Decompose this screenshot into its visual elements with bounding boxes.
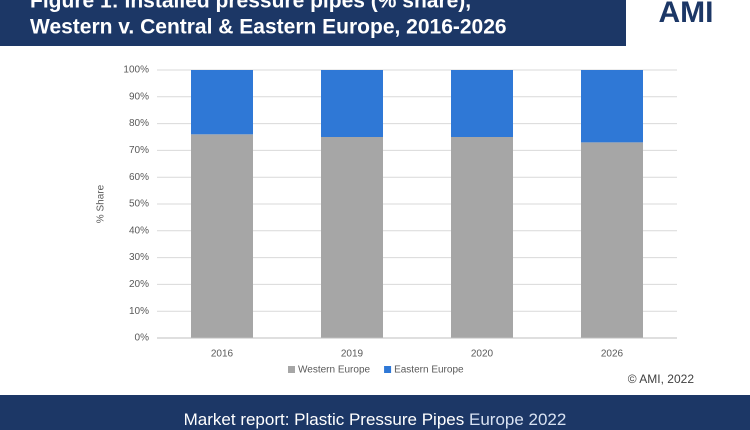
y-tick-label: 20% xyxy=(129,279,149,290)
x-tick-label: 2016 xyxy=(211,349,234,360)
x-tick-label: 2026 xyxy=(601,349,624,360)
footer-band xyxy=(0,395,750,430)
bar-segment xyxy=(451,137,513,338)
y-tick-label: 50% xyxy=(129,199,149,210)
bar-segment xyxy=(451,70,513,137)
y-tick-label: 10% xyxy=(129,306,149,317)
footer-highlight: Europe 2022 xyxy=(469,410,566,429)
bar-segment xyxy=(191,134,253,338)
y-tick-label: 60% xyxy=(129,172,149,183)
bar-segment xyxy=(321,70,383,137)
bar-segment xyxy=(581,70,643,143)
x-tick-label: 2020 xyxy=(471,349,494,360)
legend-swatch xyxy=(384,366,392,373)
logo: AMI xyxy=(659,0,714,29)
copyright: © AMI, 2022 xyxy=(628,372,695,386)
footer-main: Market report: Plastic Pressure Pipes xyxy=(184,410,465,429)
legend-swatch xyxy=(288,366,295,373)
footer-text: Market report: Plastic Pressure Pipes Eu… xyxy=(184,410,567,429)
legend-label: Eastern Europe xyxy=(394,365,464,376)
bar-segment xyxy=(581,142,643,338)
header-band xyxy=(0,0,626,46)
y-tick-label: 30% xyxy=(129,252,149,263)
legend-label: Western Europe xyxy=(298,365,371,376)
y-tick-label: 100% xyxy=(123,65,149,76)
bar-segment xyxy=(321,137,383,338)
y-tick-label: 40% xyxy=(129,225,149,236)
y-tick-label: 70% xyxy=(129,145,149,156)
x-tick-label: 2019 xyxy=(341,349,364,360)
y-axis-label: % Share xyxy=(96,184,107,223)
y-tick-label: 80% xyxy=(129,118,149,129)
title-line: Figure 1: Installed pressure pipes (% sh… xyxy=(30,0,471,13)
y-tick-label: 0% xyxy=(135,333,150,344)
y-tick-label: 90% xyxy=(129,91,149,102)
title-line: Western v. Central & Eastern Europe, 201… xyxy=(30,16,507,39)
bar-segment xyxy=(191,70,253,135)
